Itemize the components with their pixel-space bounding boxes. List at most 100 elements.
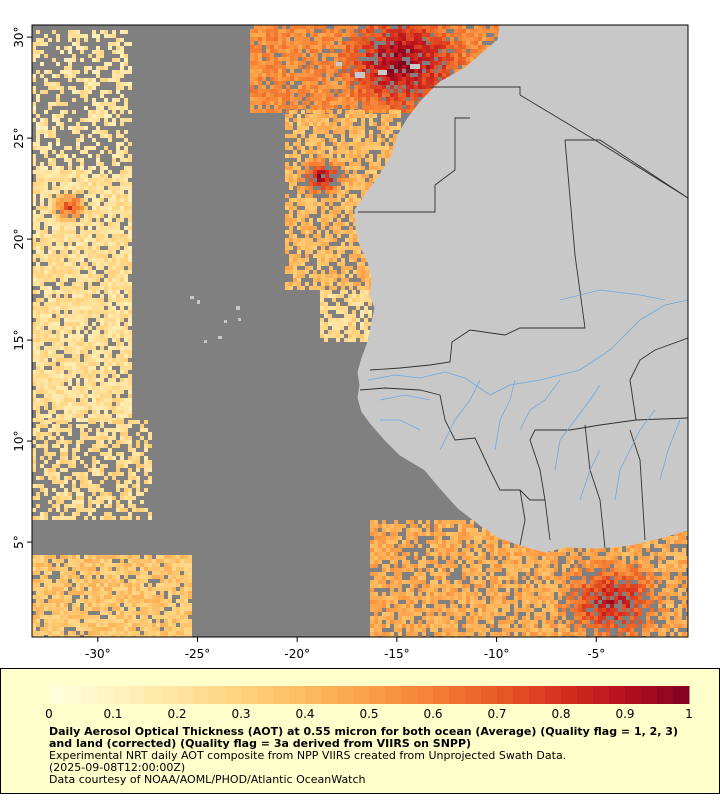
aot-pixel <box>72 452 76 456</box>
aot-pixel <box>357 110 361 114</box>
aot-pixel <box>313 278 317 282</box>
aot-pixel <box>438 57 442 61</box>
aot-pixel <box>349 282 353 286</box>
aot-pixel <box>72 410 76 414</box>
aot-pixel <box>258 73 262 77</box>
aot-pixel <box>262 33 266 37</box>
aot-pixel <box>116 314 120 318</box>
aot-pixel <box>258 69 262 73</box>
aot-pixel <box>88 378 92 382</box>
aot-pixel <box>116 575 120 579</box>
aot-pixel <box>104 166 108 170</box>
aot-pixel <box>108 318 112 322</box>
aot-pixel <box>329 158 333 162</box>
aot-pixel <box>302 37 306 41</box>
aot-pixel <box>80 338 84 342</box>
aot-pixel <box>40 456 44 460</box>
aot-pixel <box>345 178 349 182</box>
aot-pixel <box>458 53 462 57</box>
aot-pixel <box>148 623 152 627</box>
aot-pixel <box>450 41 454 45</box>
aot-pixel <box>100 374 104 378</box>
aot-pixel <box>100 114 104 118</box>
aot-pixel <box>152 611 156 615</box>
aot-pixel <box>285 206 289 210</box>
aot-pixel <box>52 374 56 378</box>
aot-pixel <box>274 105 278 109</box>
aot-pixel <box>92 366 96 370</box>
aot-pixel <box>128 306 132 310</box>
aot-pixel <box>333 254 337 258</box>
aot-pixel <box>32 90 36 94</box>
aot-pixel <box>250 81 254 85</box>
aot-pixel <box>92 78 96 82</box>
aot-pixel <box>96 318 100 322</box>
aot-pixel <box>350 25 354 29</box>
aot-pixel <box>72 611 76 615</box>
aot-pixel <box>313 158 317 162</box>
aot-pixel <box>466 41 470 45</box>
aot-pixel <box>56 374 60 378</box>
aot-pixel <box>120 370 124 374</box>
aot-pixel <box>184 571 188 575</box>
aot-pixel <box>112 406 116 410</box>
aot-pixel <box>104 476 108 480</box>
aot-pixel <box>124 567 128 571</box>
aot-pixel <box>84 254 88 258</box>
aot-pixel <box>274 89 278 93</box>
aot-pixel <box>289 214 293 218</box>
aot-pixel <box>381 126 385 130</box>
aot-pixel <box>108 34 112 38</box>
aot-pixel <box>294 61 298 65</box>
aot-pixel <box>108 599 112 603</box>
aot-pixel <box>84 318 88 322</box>
aot-pixel <box>354 69 358 73</box>
aot-pixel <box>176 607 180 611</box>
aot-pixel <box>36 322 40 326</box>
aot-pixel <box>72 186 76 190</box>
aot-pixel <box>64 603 68 607</box>
aot-pixel <box>293 174 297 178</box>
aot-pixel <box>285 114 289 118</box>
aot-pixel <box>32 440 36 444</box>
aot-pixel <box>96 627 100 631</box>
aot-pixel <box>104 496 108 500</box>
aot-pixel <box>92 390 96 394</box>
aot-pixel <box>357 130 361 134</box>
aot-pixel <box>80 615 84 619</box>
aot-pixel <box>334 65 338 69</box>
aot-pixel <box>289 210 293 214</box>
aot-pixel <box>88 230 92 234</box>
aot-pixel <box>426 53 430 57</box>
aot-pixel <box>40 567 44 571</box>
aot-pixel <box>176 575 180 579</box>
aot-pixel <box>333 142 337 146</box>
aot-pixel <box>116 230 120 234</box>
aot-pixel <box>64 504 68 508</box>
aot-pixel <box>168 587 172 591</box>
aot-pixel <box>310 77 314 81</box>
aot-pixel <box>318 25 322 29</box>
aot-pixel <box>321 254 325 258</box>
aot-pixel <box>116 338 120 342</box>
aot-pixel <box>52 428 56 432</box>
aot-pixel <box>369 138 373 142</box>
aot-pixel <box>128 398 132 402</box>
aot-pixel <box>364 290 368 294</box>
aot-pixel <box>84 262 88 266</box>
aot-pixel <box>100 334 104 338</box>
aot-pixel <box>32 382 36 386</box>
aot-pixel <box>462 45 466 49</box>
aot-pixel <box>305 206 309 210</box>
aot-pixel <box>297 254 301 258</box>
aot-pixel <box>321 186 325 190</box>
aot-pixel <box>132 591 136 595</box>
aot-pixel <box>172 567 176 571</box>
aot-pixel <box>144 563 148 567</box>
aot-pixel <box>56 142 60 146</box>
aot-pixel <box>60 278 64 282</box>
aot-pixel <box>462 57 466 61</box>
aot-pixel <box>32 354 36 358</box>
aot-pixel <box>116 90 120 94</box>
aot-pixel <box>60 559 64 563</box>
